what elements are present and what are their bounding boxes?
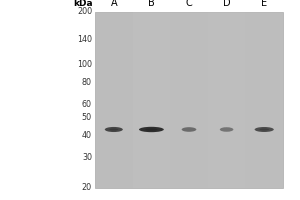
- Text: 40: 40: [82, 131, 92, 140]
- Bar: [170, 12, 208, 188]
- Text: 60: 60: [82, 100, 92, 109]
- Text: 30: 30: [82, 153, 92, 162]
- Bar: [133, 12, 170, 188]
- Text: 20: 20: [82, 184, 92, 192]
- Bar: [208, 12, 245, 188]
- Ellipse shape: [220, 127, 233, 132]
- Ellipse shape: [139, 127, 164, 132]
- Text: 80: 80: [82, 78, 92, 87]
- Ellipse shape: [105, 127, 123, 132]
- Ellipse shape: [109, 128, 118, 131]
- Bar: [95, 12, 283, 188]
- Bar: [95, 12, 133, 188]
- Text: 140: 140: [77, 35, 92, 44]
- Text: kDa: kDa: [74, 0, 93, 8]
- Bar: [245, 12, 283, 188]
- Ellipse shape: [260, 128, 269, 130]
- Text: 50: 50: [82, 113, 92, 122]
- Text: D: D: [223, 0, 230, 8]
- Text: C: C: [186, 0, 192, 8]
- Text: B: B: [148, 0, 155, 8]
- Text: E: E: [261, 0, 267, 8]
- Ellipse shape: [255, 127, 274, 132]
- Text: A: A: [110, 0, 117, 8]
- Ellipse shape: [182, 127, 196, 132]
- Text: 200: 200: [77, 7, 92, 17]
- Text: 100: 100: [77, 60, 92, 69]
- Ellipse shape: [145, 128, 158, 131]
